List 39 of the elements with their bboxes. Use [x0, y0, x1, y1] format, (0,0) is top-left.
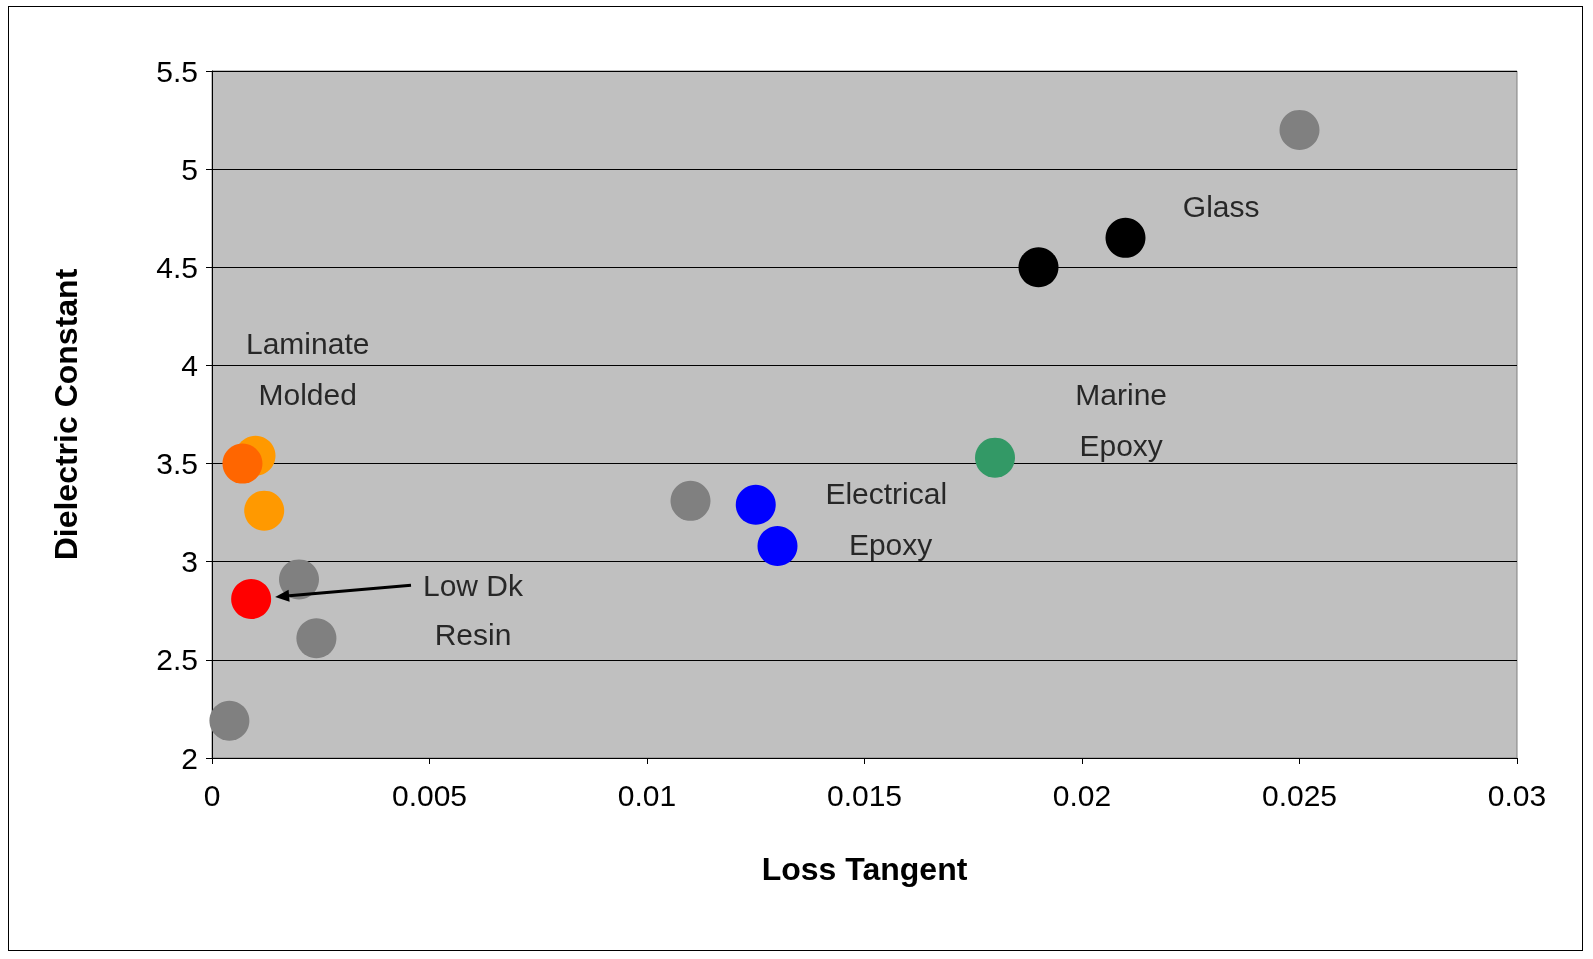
point: [1105, 217, 1146, 258]
annotation: Low Dk: [422, 568, 525, 602]
annotation: Epoxy: [1079, 429, 1163, 463]
x-tick-label: 0.005: [391, 778, 468, 812]
point: [757, 526, 798, 566]
x-tick-label: 0.01: [617, 778, 677, 812]
x-axis-title: Loss Tangent: [761, 851, 968, 887]
point: [735, 484, 776, 525]
annotation: Glass: [1182, 189, 1260, 223]
point: [209, 700, 250, 741]
point: [1279, 109, 1320, 150]
y-axis-title: Dielectric Constant: [48, 268, 84, 561]
annotation: Resin: [434, 617, 512, 651]
x-tick-label: 0.02: [1052, 778, 1112, 812]
y-tick-label: 5: [181, 152, 198, 186]
annotation: Molded: [258, 378, 357, 412]
point: [975, 437, 1015, 478]
point: [231, 579, 272, 619]
point: [244, 490, 285, 531]
point: [296, 618, 337, 659]
y-tick-label: 2: [181, 741, 198, 775]
y-tick-label: 3: [181, 545, 198, 579]
y-tick-label: 5.5: [156, 54, 198, 88]
annotation: Marine: [1075, 378, 1167, 412]
annotation: Electrical: [825, 476, 948, 510]
x-tick-label: 0.025: [1261, 778, 1338, 812]
point: [222, 443, 263, 484]
annotation: Epoxy: [848, 527, 933, 561]
point: [279, 559, 319, 600]
x-tick-label: 0.03: [1487, 778, 1547, 812]
y-tick-label: 3.5: [156, 447, 198, 481]
x-tick-label: 0.015: [826, 778, 903, 812]
x-tick-label: 0: [203, 778, 221, 812]
annotation: Laminate: [245, 327, 370, 361]
y-tick-label: 4.5: [156, 250, 198, 284]
point: [1018, 247, 1059, 288]
y-tick-label: 2.5: [156, 643, 198, 677]
y-tick-label: 4: [181, 348, 198, 382]
point: [670, 480, 711, 521]
